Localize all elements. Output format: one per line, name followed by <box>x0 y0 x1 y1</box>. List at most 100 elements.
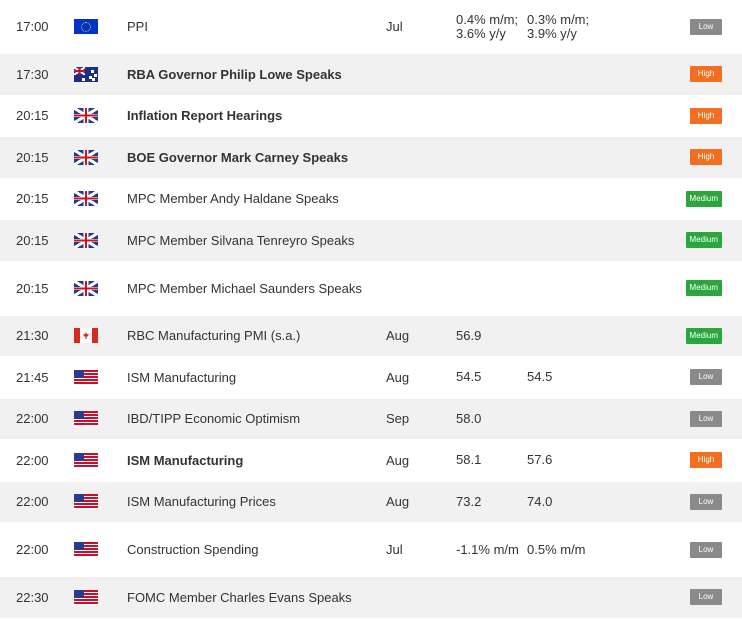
event-row[interactable]: 22:00 IBD/TIPP Economic Optimism Sep 58.0 Lo… <box>0 398 742 440</box>
event-time: 22:00 <box>16 411 49 427</box>
flag-cell <box>74 482 100 523</box>
uk-flag-icon <box>74 232 98 248</box>
impact-cell: Medium <box>600 262 722 315</box>
event-time: 20:15 <box>16 232 49 248</box>
us-flag-icon <box>74 411 98 427</box>
flag-cell <box>74 523 100 576</box>
event-period: Aug <box>386 452 410 468</box>
flag-cell <box>74 179 100 220</box>
event-row[interactable]: 21:45 ISM Manufacturing Aug 54.5 54.5 Low <box>0 357 742 399</box>
event-forecast <box>527 137 595 178</box>
event-name: ISM Manufacturing Prices <box>127 494 276 510</box>
event-actual: 56.9 <box>456 327 482 343</box>
event-actual: 0.4% m/m; 3.6% y/y <box>456 11 519 41</box>
event-forecast: 0.3% m/m; 3.9% y/y <box>527 11 590 41</box>
impact-badge: High <box>690 66 722 83</box>
event-name: FOMC Member Charles Evans Speaks <box>127 589 352 605</box>
event-row[interactable]: 20:15 MPC Member Andy Haldane Speaks Mediu… <box>0 178 742 220</box>
event-period: Jul <box>386 19 403 34</box>
impact-badge: Medium <box>685 280 722 296</box>
event-forecast: 54.5 <box>527 369 553 385</box>
event-period <box>386 54 436 95</box>
flag-cell <box>74 137 100 178</box>
event-name: RBC Manufacturing PMI (s.a.) <box>127 328 301 344</box>
event-row[interactable]: 22:30 FOMC Member Charles Evans Speaks Low <box>0 577 742 619</box>
event-actual <box>456 137 524 178</box>
us-flag-icon <box>74 452 98 468</box>
impact-badge: Low <box>690 493 722 510</box>
uk-flag-icon <box>74 280 98 296</box>
event-row[interactable]: 20:15 Inflation Report Hearings High <box>0 95 742 137</box>
event-name: MPC Member Andy Haldane Speaks <box>127 191 339 207</box>
event-row[interactable]: 21:30 RBC Manufacturing PMI (s.a.) Aug 56.9… <box>0 315 742 357</box>
event-row[interactable]: 22:00 ISM Manufacturing Aug 58.1 57.6 High <box>0 440 742 482</box>
impact-badge: Medium <box>685 232 722 249</box>
impact-cell: Low <box>600 0 722 53</box>
event-time: 20:15 <box>16 149 49 165</box>
impact-badge: Low <box>690 369 722 386</box>
impact-cell: Low <box>600 577 722 618</box>
flag-cell <box>74 54 100 95</box>
event-period <box>386 137 436 178</box>
impact-cell: Medium <box>600 316 722 357</box>
event-time: 22:00 <box>16 452 49 468</box>
event-name: ISM Manufacturing <box>127 452 244 468</box>
impact-cell: High <box>600 137 722 178</box>
flag-cell <box>74 440 100 481</box>
event-period: Sep <box>386 411 410 427</box>
event-period: Jul <box>386 542 403 557</box>
event-time: 20:15 <box>16 108 49 124</box>
impact-cell: High <box>600 96 722 137</box>
us-flag-icon <box>74 589 98 605</box>
event-forecast <box>527 262 595 315</box>
event-name: MPC Member Michael Saunders Speaks <box>127 280 362 296</box>
event-row[interactable]: 20:15 BOE Governor Mark Carney Speaks High <box>0 137 742 179</box>
impact-badge: High <box>690 107 722 124</box>
impact-badge: Low <box>690 541 722 558</box>
uk-flag-icon <box>74 149 98 165</box>
event-row[interactable]: 22:00 Construction Spending Jul -1.1% m/m 0.… <box>0 523 742 577</box>
flag-cell <box>74 96 100 137</box>
event-actual <box>456 262 524 315</box>
event-actual: -1.1% m/m <box>456 541 519 557</box>
event-actual: 73.2 <box>456 493 482 509</box>
flag-cell <box>74 262 100 315</box>
event-period: Aug <box>386 369 410 385</box>
event-actual <box>456 96 524 137</box>
event-row[interactable]: 17:30 RBA Governor Philip Lowe Speaks High <box>0 54 742 96</box>
event-time: 20:15 <box>16 280 49 296</box>
event-row[interactable]: 20:15 MPC Member Michael Saunders Speaks M… <box>0 261 742 316</box>
event-forecast: 57.6 <box>527 452 553 468</box>
event-name: Construction Spending <box>127 542 259 557</box>
impact-cell: Low <box>600 399 722 440</box>
us-flag-icon <box>74 542 98 557</box>
event-actual <box>456 54 524 95</box>
impact-badge: Medium <box>685 190 722 207</box>
flag-cell <box>74 577 100 618</box>
event-row[interactable]: 22:00 ISM Manufacturing Prices Aug 73.2 74.0… <box>0 481 742 523</box>
event-forecast <box>527 96 595 137</box>
event-name: PPI <box>127 19 148 34</box>
impact-badge: Low <box>690 18 722 35</box>
impact-badge: Low <box>690 410 722 427</box>
flag-cell <box>74 220 100 261</box>
event-name: ISM Manufacturing <box>127 369 237 385</box>
australia-flag-icon <box>74 66 98 82</box>
event-time: 20:15 <box>16 191 49 207</box>
event-period <box>386 577 436 618</box>
event-period <box>386 262 436 315</box>
impact-badge: High <box>690 149 722 166</box>
impact-cell: Low <box>600 523 722 576</box>
event-forecast: 74.0 <box>527 493 553 509</box>
event-time: 22:30 <box>16 589 49 605</box>
event-row[interactable]: 17:00 PPI Jul 0.4% m/m; 3.6% y/y 0.3% m/m; 3… <box>0 0 742 54</box>
event-forecast: 0.5% m/m <box>527 541 586 557</box>
impact-cell: High <box>600 54 722 95</box>
event-actual <box>456 577 524 618</box>
impact-badge: High <box>690 452 722 469</box>
event-row[interactable]: 20:15 MPC Member Silvana Tenreyro Speaks M… <box>0 220 742 262</box>
impact-cell: Low <box>600 357 722 398</box>
event-name: IBD/TIPP Economic Optimism <box>127 411 301 427</box>
impact-badge: Low <box>690 589 722 606</box>
flag-cell <box>74 399 100 440</box>
